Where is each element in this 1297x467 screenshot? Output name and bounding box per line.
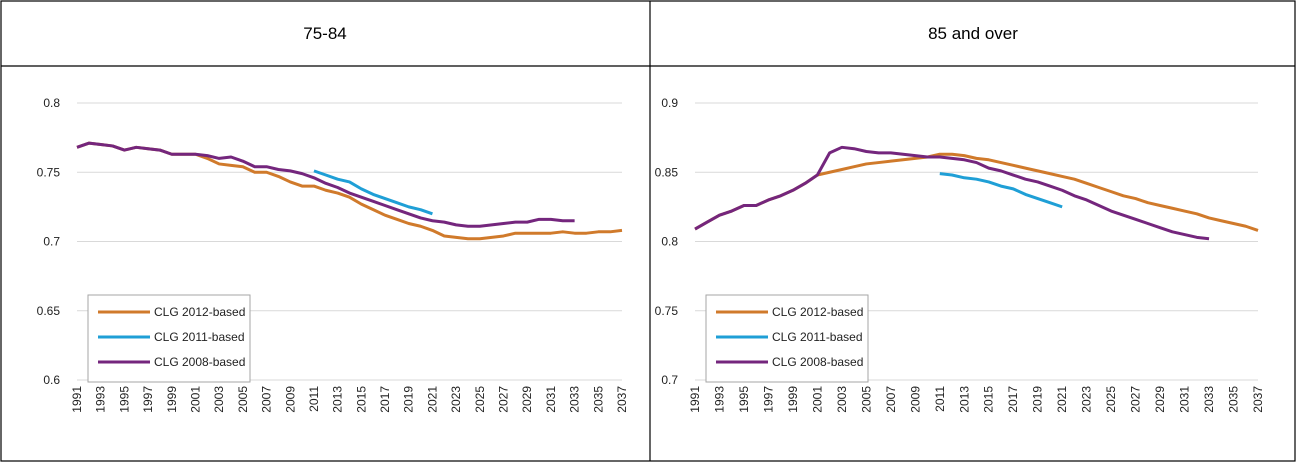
x-tick-label: 2005 (859, 386, 873, 413)
x-tick-label: 2027 (497, 386, 511, 413)
y-tick-label: 0.85 (655, 165, 679, 179)
x-tick-label: 1991 (688, 386, 702, 413)
x-tick-label: 2009 (908, 386, 922, 413)
x-tick-label: 2025 (473, 386, 487, 413)
x-tick-label: 2017 (1006, 386, 1020, 413)
legend-label: CLG 2012-based (772, 305, 863, 319)
x-tick-label: 2031 (544, 386, 558, 413)
x-tick-label: 1999 (786, 386, 800, 413)
x-tick-label: 1995 (117, 386, 131, 413)
x-tick-label: 1991 (70, 386, 84, 413)
x-tick-label: 1999 (165, 386, 179, 413)
x-tick-label: 1993 (712, 386, 726, 413)
x-tick-label: 2033 (1202, 386, 1216, 413)
x-tick-label: 1997 (141, 386, 155, 413)
y-tick-label: 0.75 (655, 304, 679, 318)
x-tick-label: 2013 (957, 386, 971, 413)
x-tick-label: 1997 (761, 386, 775, 413)
y-tick-label: 0.8 (661, 235, 678, 249)
x-tick-label: 2035 (591, 386, 605, 413)
x-tick-label: 2005 (236, 386, 250, 413)
x-tick-label: 2001 (188, 386, 202, 413)
x-tick-label: 2003 (212, 386, 226, 413)
x-tick-label: 2035 (1227, 386, 1241, 413)
x-tick-label: 2023 (449, 386, 463, 413)
x-tick-label: 1993 (94, 386, 108, 413)
x-tick-label: 2021 (425, 386, 439, 413)
y-tick-label: 0.9 (661, 96, 678, 110)
x-tick-label: 2019 (1031, 386, 1045, 413)
legend-label: CLG 2011-based (772, 330, 863, 344)
chart-title: 85 and over (928, 24, 1018, 43)
x-tick-label: 2013 (331, 386, 345, 413)
x-tick-label: 2007 (260, 386, 274, 413)
y-tick-label: 0.8 (43, 96, 60, 110)
x-tick-label: 2003 (835, 386, 849, 413)
series-line (76, 141, 623, 241)
x-tick-label: 2037 (615, 386, 629, 413)
x-tick-label: 2023 (1080, 386, 1094, 413)
x-tick-label: 2009 (283, 386, 297, 413)
y-tick-label: 0.6 (43, 373, 60, 387)
x-tick-label: 2019 (402, 386, 416, 413)
x-tick-label: 2029 (520, 386, 534, 413)
legend-label: CLG 2011-based (154, 330, 245, 344)
x-tick-label: 2007 (884, 386, 898, 413)
x-tick-label: 2017 (378, 386, 392, 413)
x-tick-label: 2029 (1153, 386, 1167, 413)
x-tick-label: 2011 (307, 386, 321, 412)
series-line (76, 141, 575, 228)
x-tick-label: 2021 (1055, 386, 1069, 413)
x-tick-label: 2031 (1178, 386, 1192, 413)
x-tick-label: 1995 (737, 386, 751, 413)
y-tick-label: 0.75 (37, 165, 61, 179)
y-tick-label: 0.7 (661, 373, 678, 387)
x-tick-label: 2027 (1129, 386, 1143, 413)
x-tick-label: 2033 (568, 386, 582, 413)
legend-label: CLG 2008-based (154, 355, 245, 369)
y-tick-label: 0.65 (37, 304, 61, 318)
x-tick-label: 2037 (1251, 386, 1265, 413)
series-line (694, 152, 1259, 232)
x-tick-label: 2001 (810, 386, 824, 413)
series-line (694, 145, 1210, 241)
x-tick-label: 2025 (1104, 386, 1118, 413)
chart-title: 75-84 (303, 24, 346, 43)
y-tick-label: 0.7 (43, 235, 60, 249)
legend-label: CLG 2012-based (154, 305, 245, 319)
x-tick-label: 2015 (982, 386, 996, 413)
series-line (939, 172, 1063, 209)
series-line (313, 169, 433, 216)
x-tick-label: 2011 (933, 386, 947, 412)
legend-label: CLG 2008-based (772, 355, 863, 369)
x-tick-label: 2015 (354, 386, 368, 413)
